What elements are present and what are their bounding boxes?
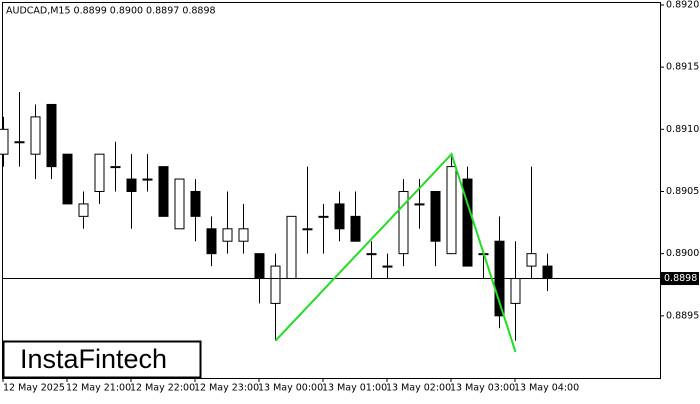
y-tick-label: 0.8905: [666, 186, 699, 197]
candle-body: [542, 265, 553, 280]
x-tick-label: 12 May 22:00: [130, 383, 195, 394]
candle-body: [110, 166, 121, 169]
x-tick-label: 12 May 2025: [3, 383, 65, 394]
candle-body: [510, 278, 521, 304]
candle-body: [14, 141, 25, 144]
chart-title: AUDCAD,M15 0.8899 0.8900 0.8897 0.8898: [6, 6, 216, 17]
x-tick-label: 13 May 03:00: [450, 383, 515, 394]
y-tick-label: 0.8895: [666, 310, 699, 321]
x-tick-label: 13 May 01:00: [322, 383, 387, 394]
candle-body: [126, 178, 137, 192]
candle-body: [190, 190, 201, 217]
pattern-line: [274, 152, 517, 353]
candle-body: [94, 153, 105, 192]
candle-body: [318, 215, 329, 218]
y-tick-label: 0.8910: [666, 124, 699, 135]
plot-frame: [2, 2, 661, 379]
candle-body: [206, 228, 217, 255]
candle-body: [270, 265, 281, 304]
x-tick-label: 13 May 04:00: [514, 383, 579, 394]
y-tick-label: 0.8915: [666, 62, 699, 73]
x-tick-label: 13 May 02:00: [386, 383, 451, 394]
candle-body: [334, 203, 345, 230]
candle-body: [446, 166, 457, 255]
candle-body: [78, 203, 89, 217]
candle-body: [302, 228, 313, 231]
candle-body: [382, 265, 393, 268]
y-tick-label: 0.8900: [666, 248, 699, 259]
price-label: 0.8898: [664, 273, 697, 284]
price-label-box: [661, 272, 699, 286]
y-tick-label: 0.8920: [666, 0, 699, 10]
candle-body: [30, 116, 41, 155]
candle-body: [430, 190, 441, 242]
candle-body: [254, 253, 265, 280]
candle-body: [462, 178, 473, 267]
candle-body: [366, 253, 377, 256]
candle-body: [174, 178, 185, 230]
candle-body: [222, 228, 233, 242]
candle-body: [526, 253, 537, 267]
x-tick-label: 12 May 23:00: [194, 383, 259, 394]
x-tick-label: 13 May 00:00: [258, 383, 323, 394]
candle-body: [286, 215, 297, 280]
x-tick-label: 12 May 21:00: [66, 383, 131, 394]
candle-body: [46, 103, 57, 168]
logo: InstaFintech: [20, 344, 167, 374]
candle-body: [62, 153, 73, 205]
logo-box: [2, 340, 202, 379]
candle-body: [238, 228, 249, 242]
candle-body: [158, 166, 169, 217]
candle-body: [398, 190, 409, 255]
candle-body: [0, 128, 9, 155]
candle-body: [414, 203, 425, 206]
candle-body: [142, 178, 153, 181]
candle-body: [350, 215, 361, 242]
